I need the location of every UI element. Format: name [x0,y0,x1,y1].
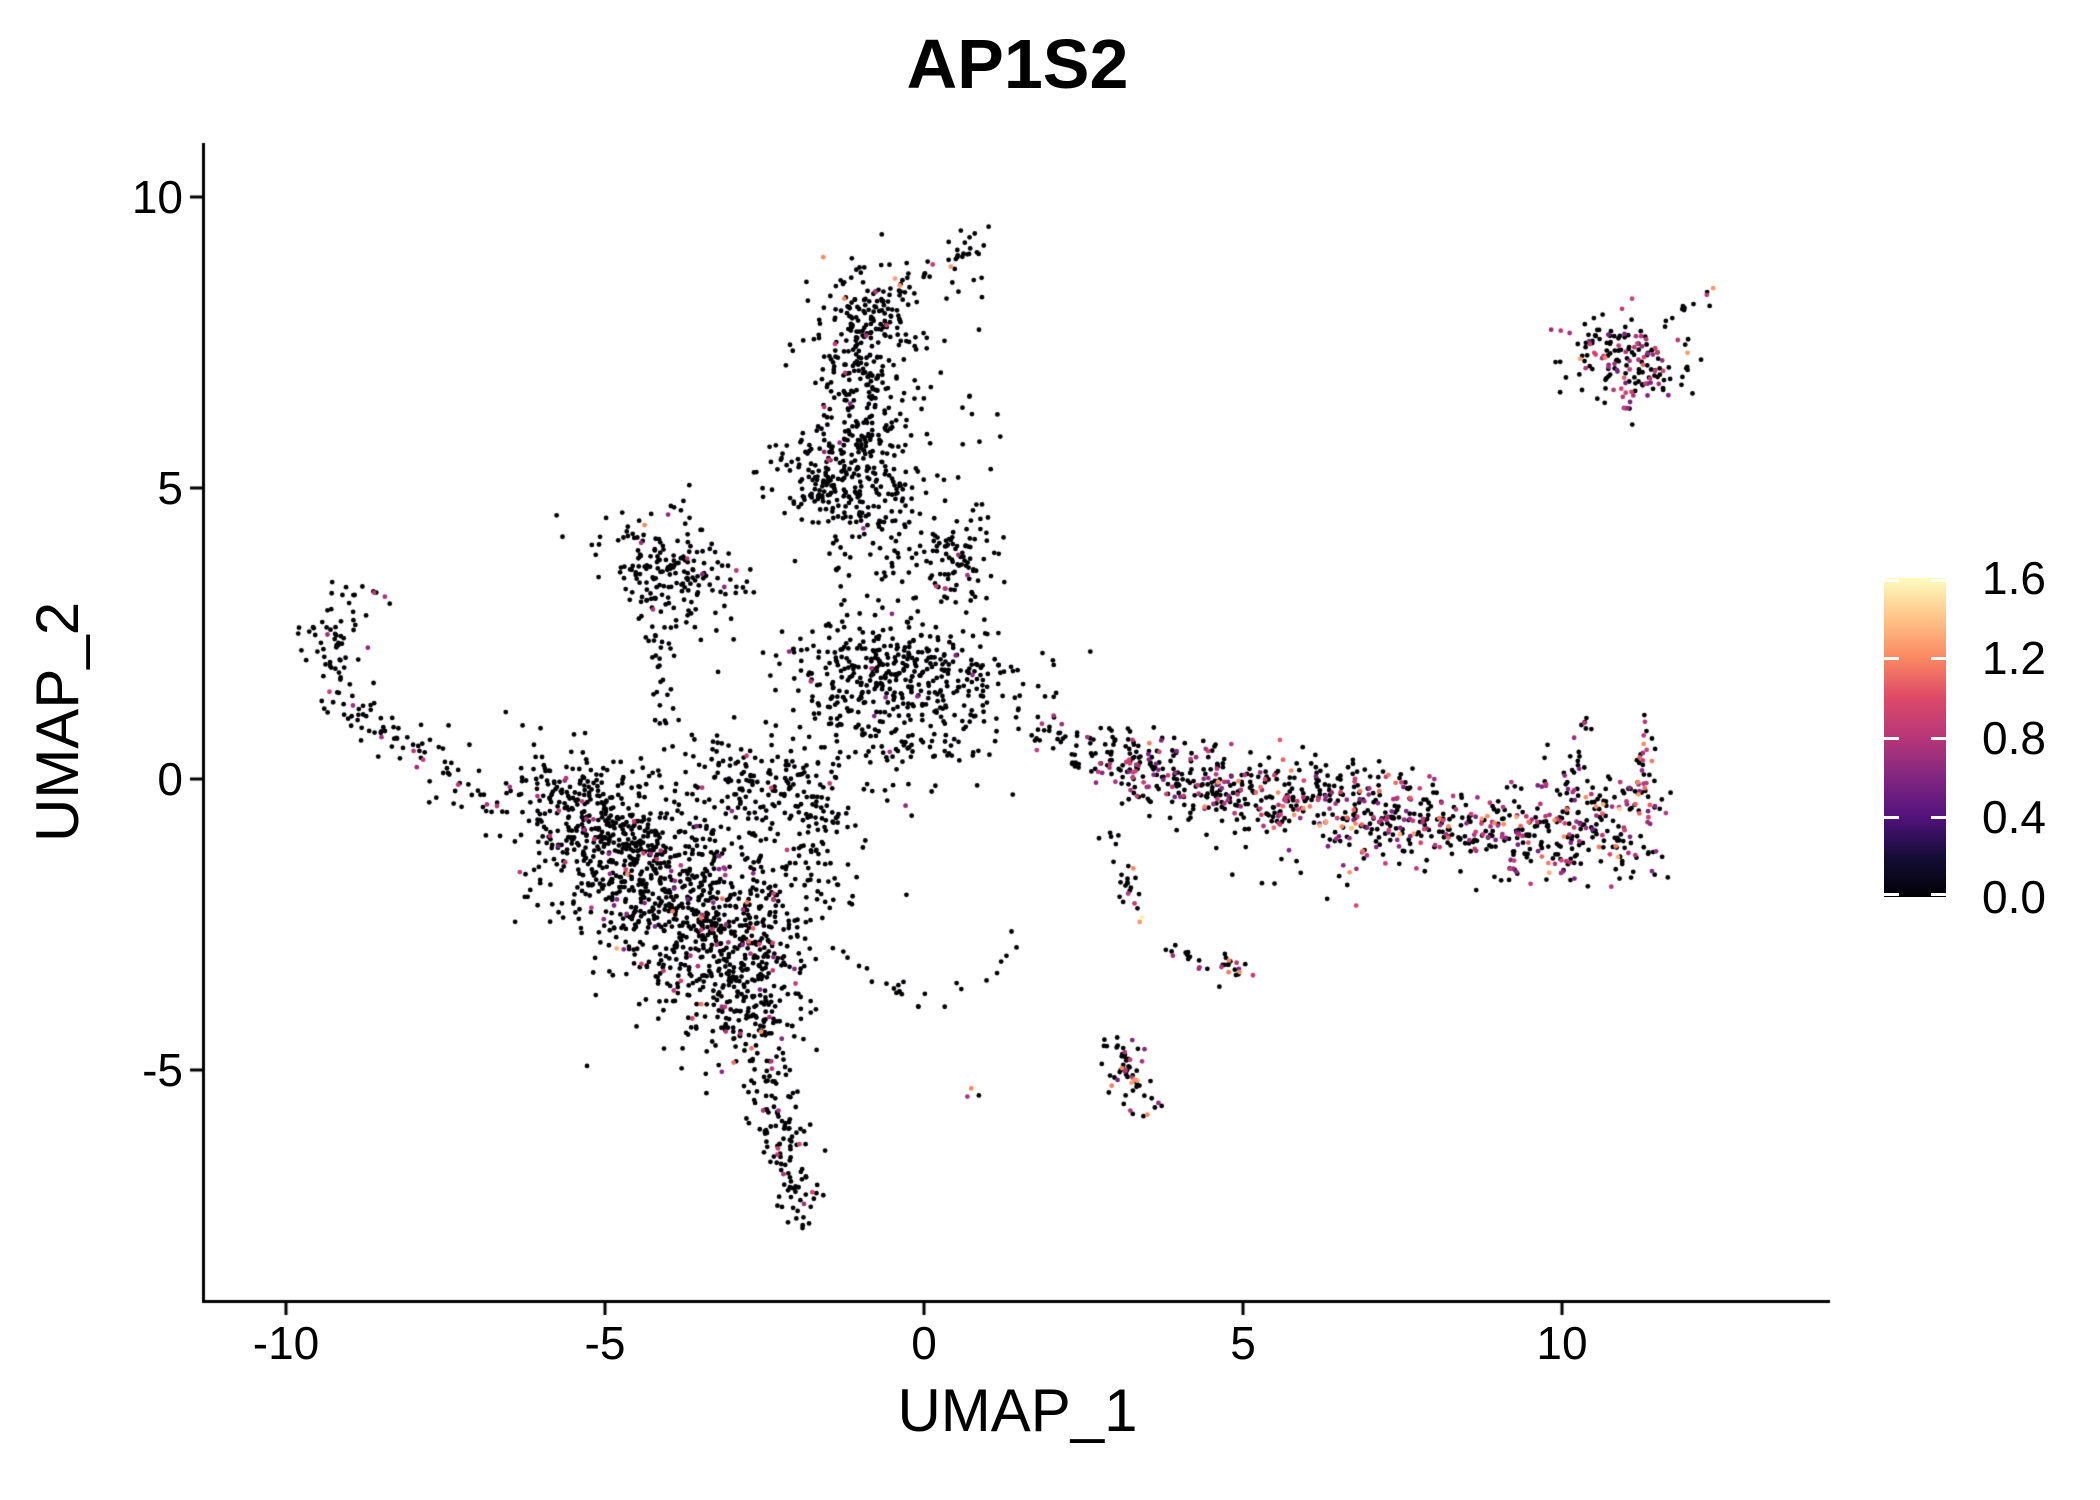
colorbar-tick-mark [1931,893,1946,896]
colorbar-tick-mark [1931,657,1946,660]
x-tick-label: 10 [1536,1317,1588,1369]
legend-colorbar [1884,578,1946,897]
colorbar-tick-mark [1884,737,1899,740]
legend-tick-label: 1.2 [1982,632,2046,684]
colorbar-tick-mark [1884,657,1899,660]
colorbar-tick-mark [1884,579,1899,582]
colorbar-tick-mark [1884,816,1899,819]
y-axis-title: UMAP_2 [24,601,91,842]
colorbar-tick-mark [1931,816,1946,819]
y-tick-label: 0 [157,753,183,805]
colorbar-tick-mark [1931,579,1946,582]
legend-tick-label: 0.0 [1982,871,2046,923]
legend-tick-label: 1.6 [1982,552,2046,604]
legend-tick-label: 0.4 [1982,791,2046,843]
colorbar-tick-mark [1931,737,1946,740]
x-tick-label: -5 [584,1317,626,1369]
y-tick-label: -5 [142,1044,183,1096]
colorbar-tick-mark [1884,893,1899,896]
x-tick-label: 5 [1230,1317,1256,1369]
plot-title: AP1S2 [906,25,1129,103]
x-tick-label: -10 [252,1317,320,1369]
y-tick-label: 10 [131,171,183,223]
y-tick-label: 5 [157,462,183,514]
x-tick-label: 0 [911,1317,937,1369]
x-axis-title: UMAP_1 [897,1377,1138,1444]
legend-tick-label: 0.8 [1982,712,2046,764]
